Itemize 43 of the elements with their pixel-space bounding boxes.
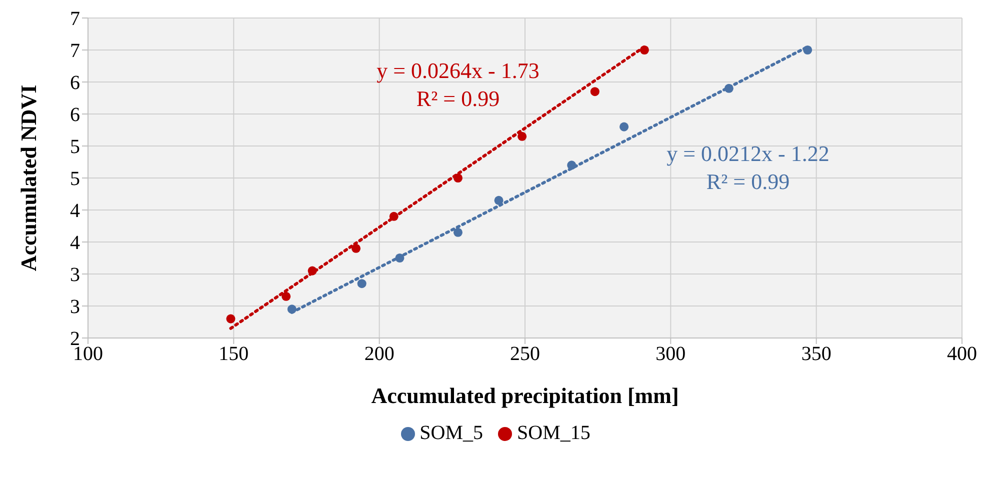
annotation: y = 0.0212x - 1.22 — [666, 141, 830, 166]
legend-label: SOM_15 — [517, 422, 590, 445]
point — [395, 253, 404, 263]
y-tick-label: 6 — [70, 72, 80, 94]
annotation: R² = 0.99 — [416, 86, 500, 111]
point — [640, 45, 649, 55]
y-tick-label: 4 — [70, 200, 80, 222]
point — [287, 304, 296, 314]
y-tick-label: 7 — [70, 8, 80, 30]
point — [453, 228, 463, 237]
annotation: y = 0.0264x - 1.73 — [376, 58, 540, 83]
y-tick-label: 3 — [70, 264, 80, 286]
point — [357, 279, 366, 288]
point — [352, 244, 361, 253]
y-axis-title: Accumulated NDVI — [16, 84, 41, 272]
point — [453, 173, 463, 183]
legend-label: SOM_5 — [420, 422, 483, 445]
x-tick-label: 150 — [218, 343, 249, 366]
y-tick-label: 5 — [70, 168, 80, 190]
point — [518, 132, 527, 141]
point — [724, 84, 734, 93]
annotation: R² = 0.99 — [706, 169, 790, 194]
y-tick-label: 5 — [70, 136, 80, 158]
y-tick-label: 4 — [70, 232, 80, 254]
y-tick-label: 6 — [70, 104, 80, 126]
x-tick-label: 250 — [510, 343, 540, 366]
point — [590, 87, 600, 96]
point — [282, 292, 291, 301]
point — [803, 45, 812, 55]
x-tick-label: 200 — [364, 343, 394, 366]
x-tick-label: 350 — [801, 343, 832, 366]
point — [494, 196, 504, 205]
x-tick-label: 300 — [656, 343, 686, 366]
point — [389, 212, 398, 221]
point — [226, 314, 236, 324]
x-tick-label: 100 — [73, 343, 103, 366]
point — [567, 160, 576, 170]
point — [620, 122, 629, 132]
y-tick-label: 3 — [70, 296, 80, 318]
y-tick-label: 7 — [70, 40, 80, 62]
point — [308, 266, 317, 276]
x-axis-title: Accumulated precipitation [mm] — [371, 383, 679, 408]
x-tick-label: 400 — [947, 343, 977, 366]
